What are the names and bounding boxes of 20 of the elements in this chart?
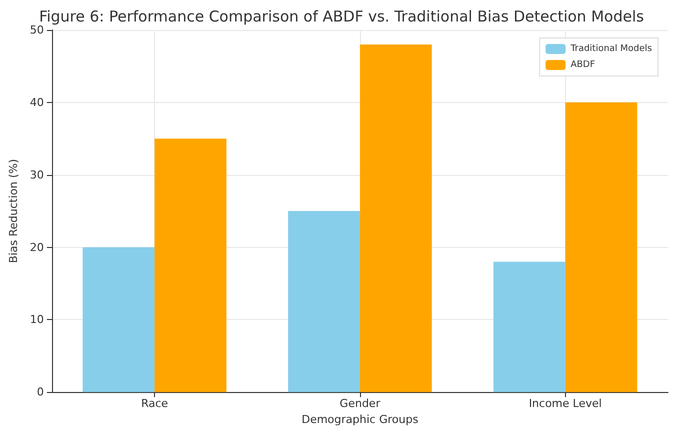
y-tick-label: 30 <box>30 168 44 182</box>
bar <box>82 247 155 392</box>
y-tick-label: 50 <box>30 24 44 36</box>
legend-label: ABDF <box>570 60 596 70</box>
bar <box>154 138 226 392</box>
bar <box>288 211 360 392</box>
y-tick-label: 20 <box>30 240 44 254</box>
x-tick-label: Race <box>141 397 168 410</box>
x-axis-title: Demographic Groups <box>302 413 419 426</box>
y-tick-label: 0 <box>36 386 44 399</box>
legend-label: Traditional Models <box>570 44 652 54</box>
x-tick-label: Gender <box>340 397 381 410</box>
bar <box>493 262 566 392</box>
bar <box>565 102 638 392</box>
y-axis-title: Bias Reduction (%) <box>7 159 20 264</box>
x-tick-label: Income Level <box>528 397 602 410</box>
bar <box>360 44 432 392</box>
chart-title: Figure 6: Performance Comparison of ABDF vs. Traditional Bias Detection Models <box>39 8 644 26</box>
y-tick-label: 10 <box>30 313 44 326</box>
y-tick-label: 40 <box>30 96 44 109</box>
